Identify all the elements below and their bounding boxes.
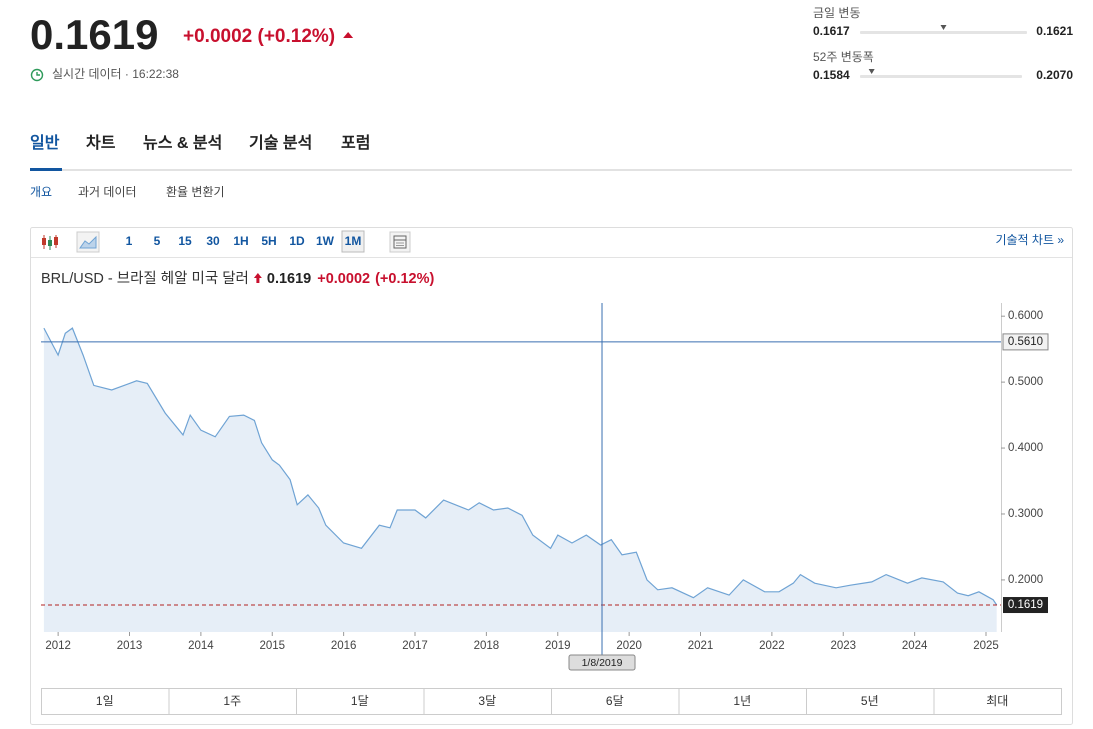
area — [43, 328, 997, 632]
period[interactable]: 최대 — [986, 694, 1008, 708]
x-tick-label: 2015 — [259, 640, 285, 652]
range-high: 0.2070 — [1036, 68, 1073, 82]
price: 0.1619 — [30, 11, 158, 58]
range-low: 0.1584 — [813, 68, 850, 82]
period[interactable]: 1달 — [351, 694, 369, 708]
range-label: 금일 변동 — [813, 6, 861, 20]
realtime: 실시간 데이터 · 16:22:38 — [52, 67, 179, 81]
period[interactable]: 3달 — [478, 694, 496, 708]
chart-quote: 0.1619 +0.0002 (+0.12%) — [267, 271, 435, 287]
chart-change: +0.0002 — [317, 271, 370, 287]
line — [43, 327, 998, 606]
x-tick-label: 2024 — [902, 640, 928, 652]
crosshair-y-label: 0.5610 — [1008, 336, 1043, 348]
period[interactable]: 5년 — [861, 694, 879, 708]
tab[interactable]: 차트 — [86, 134, 116, 152]
tab[interactable]: 일반 — [30, 134, 60, 152]
plot: Investing.com0.20000.30000.40000.50000.6… — [41, 303, 1049, 671]
settings-icon[interactable] — [389, 231, 411, 253]
last-value-box — [1003, 597, 1048, 614]
range-bar — [860, 31, 1027, 34]
change: +0.0002 — [183, 26, 252, 47]
period[interactable]: 1일 — [96, 694, 114, 708]
x-tick-label: 2023 — [830, 640, 856, 652]
tab[interactable]: 기술 분석 — [249, 134, 312, 152]
period[interactable]: 1주 — [223, 694, 241, 708]
x-tick-label: 2016 — [331, 640, 357, 652]
interval[interactable]: 1W — [316, 234, 335, 248]
range-bar — [860, 75, 1022, 78]
range-label: 52주 변동폭 — [813, 50, 874, 64]
interval[interactable]: 1H — [233, 234, 248, 248]
crosshair-y-box — [1002, 333, 1049, 351]
interval[interactable]: 5 — [154, 234, 161, 248]
subtabs: 개요 과거 데이터 환율 변환기 — [30, 185, 225, 199]
x-tick-label: 2019 — [545, 640, 571, 652]
tabs: 일반 차트 뉴스 & 분석 기술 분석 포럼 — [30, 134, 370, 152]
interval-active-box — [341, 230, 365, 253]
candle-icon[interactable] — [42, 235, 58, 250]
interval[interactable]: 15 — [178, 234, 192, 248]
y-tick-label: 0.4000 — [1008, 442, 1043, 454]
price-change: +0.0002 (+0.12%) — [183, 26, 335, 47]
subtab[interactable]: 개요 — [30, 185, 52, 199]
y-tick-label: 0.3000 — [1008, 508, 1043, 520]
chart-change-pct: (+0.12%) — [375, 271, 434, 287]
up-arrow — [343, 32, 354, 38]
area-icon[interactable] — [76, 231, 100, 253]
chart-last: 0.1619 — [267, 271, 311, 287]
y-tick-label: 0.5000 — [1008, 376, 1043, 388]
periods: 1일 1주 1달 3달 6달 1년 5년 최대 — [41, 688, 1062, 715]
technical-chart-link[interactable]: 기술적 차트 » — [995, 233, 1064, 247]
change-pct: (+0.12%) — [258, 26, 336, 47]
crosshair-x-box — [568, 654, 636, 671]
x-tick-label: 2012 — [45, 640, 71, 652]
range-high: 0.1621 — [1036, 24, 1073, 38]
tab[interactable]: 뉴스 & 분석 — [143, 134, 222, 152]
x-tick-label: 2018 — [474, 640, 500, 652]
x-tick-label: 2022 — [759, 640, 785, 652]
range-marker — [940, 25, 947, 30]
x-tick-label: 2017 — [402, 640, 428, 652]
up-arrow — [253, 273, 262, 283]
x-tick-label: 2014 — [188, 640, 214, 652]
x-tick-label: 2021 — [688, 640, 714, 652]
crosshair-x-label: 1/8/2019 — [582, 657, 623, 669]
subtab[interactable]: 환율 변환기 — [166, 185, 225, 199]
interval[interactable]: 5H — [261, 234, 276, 248]
period[interactable]: 6달 — [606, 694, 624, 708]
interval[interactable]: 1D — [289, 234, 305, 248]
period[interactable]: 1년 — [733, 694, 751, 708]
last-value-label: 0.1619 — [1008, 599, 1043, 611]
clock-icon — [30, 68, 44, 82]
range-marker — [868, 69, 875, 74]
active-tab-underline — [30, 168, 62, 171]
interval[interactable]: 1M — [345, 234, 362, 248]
subtab[interactable]: 과거 데이터 — [78, 185, 137, 199]
tab[interactable]: 포럼 — [341, 134, 370, 152]
y-tick-label: 0.2000 — [1008, 574, 1043, 586]
x-tick-label: 2020 — [616, 640, 642, 652]
range-low: 0.1617 — [813, 24, 850, 38]
x-tick-label: 2013 — [117, 640, 143, 652]
interval[interactable]: 1 — [126, 234, 133, 248]
intervals: 1 5 15 30 1H 5H 1D 1W 1M — [126, 230, 365, 253]
chart-title: BRL/USD - 브라질 헤알 미국 달러 — [41, 270, 249, 287]
x-tick-label: 2025 — [973, 640, 999, 652]
ranges: 금일 변동 0.1617 0.1621 52주 변동폭 0.1584 0.2070 — [813, 6, 1073, 82]
y-tick-label: 0.6000 — [1008, 310, 1043, 322]
interval[interactable]: 30 — [206, 234, 220, 248]
